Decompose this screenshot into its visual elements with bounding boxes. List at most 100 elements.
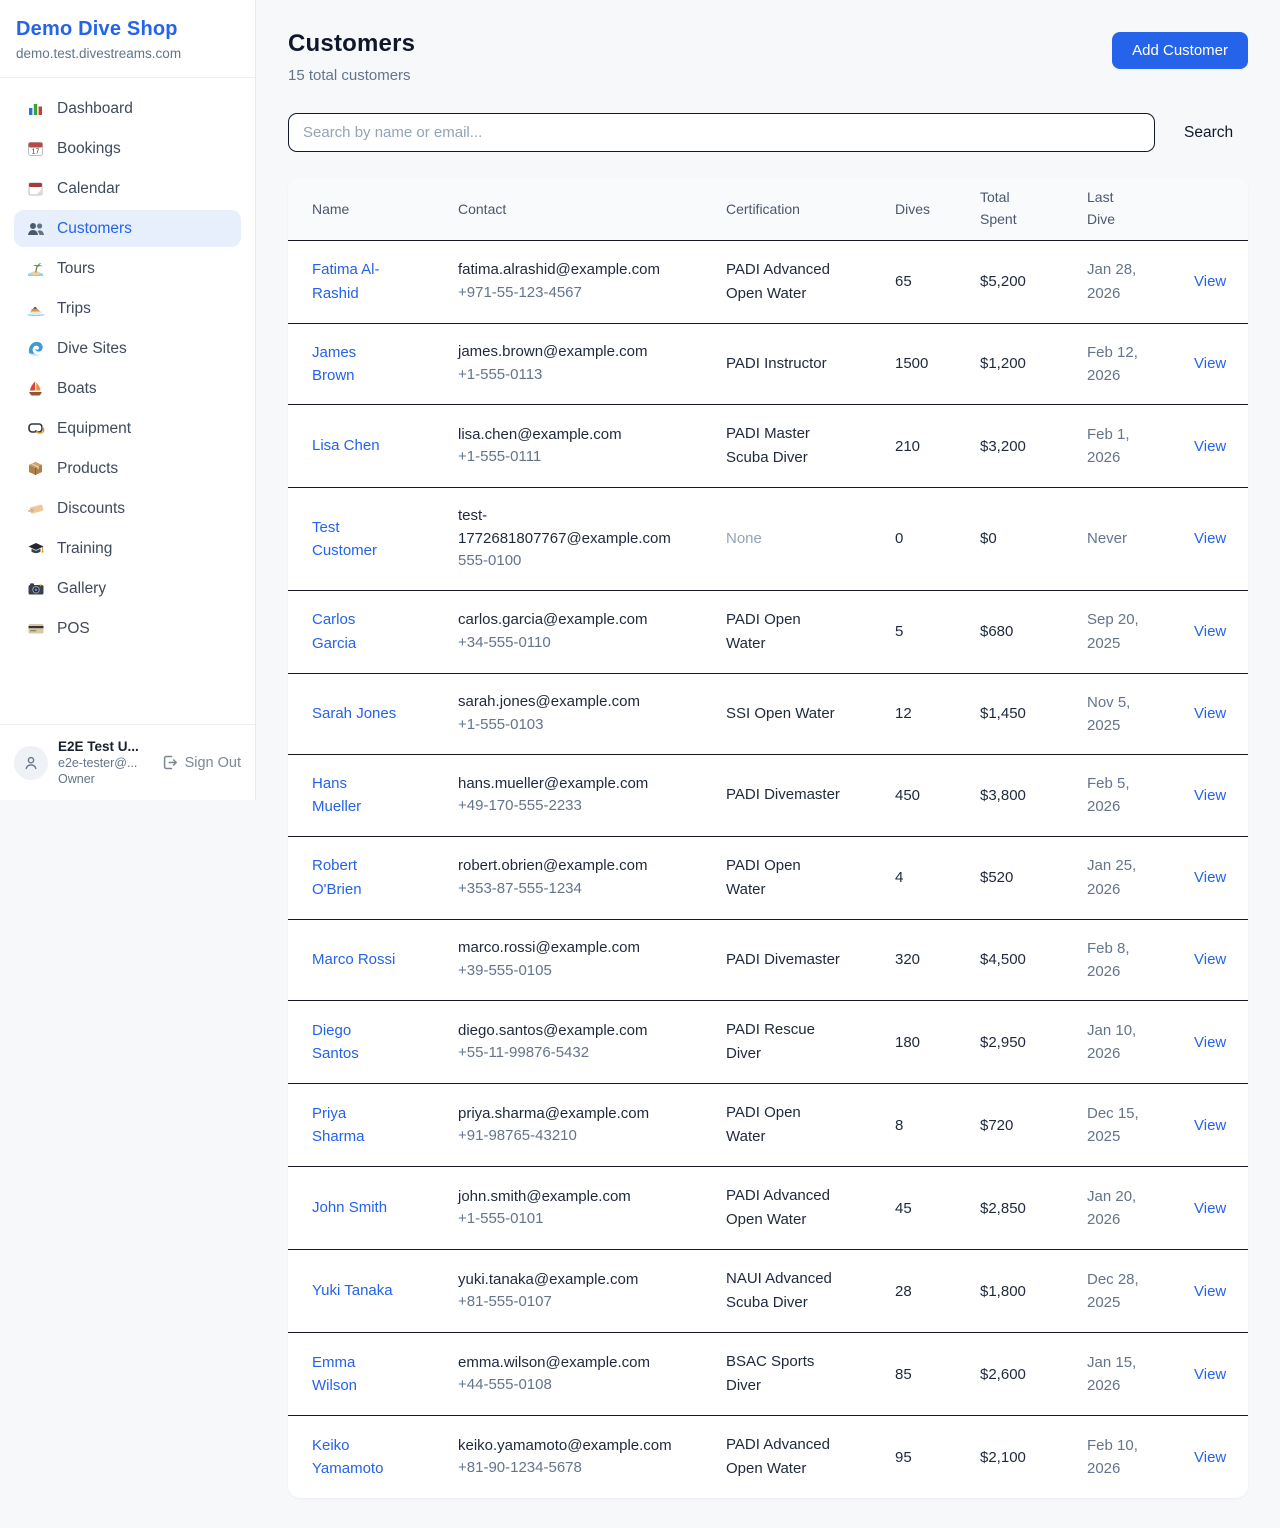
sidebar-item-label: Tours bbox=[57, 259, 95, 277]
customer-name-link[interactable]: Carlos Garcia bbox=[312, 611, 357, 652]
customer-last-dive: Sep 20, 2025 bbox=[1087, 611, 1139, 652]
page-header: Customers 15 total customers Add Custome… bbox=[288, 30, 1248, 84]
customer-contact: fatima.alrashid@example.com +971-55-123-4… bbox=[458, 259, 674, 304]
sidebar-item-gallery[interactable]: Gallery bbox=[14, 570, 241, 607]
user-name: E2E Test U... bbox=[58, 739, 139, 754]
view-link[interactable]: View bbox=[1194, 437, 1227, 455]
sidebar-item-label: Trips bbox=[57, 299, 91, 317]
table-row: Diego Santos diego.santos@example.com +55-… bbox=[288, 1001, 1248, 1084]
search-input[interactable] bbox=[288, 113, 1155, 152]
customer-last-dive: Nov 5, 2025 bbox=[1087, 693, 1131, 734]
view-link[interactable]: View bbox=[1194, 1282, 1227, 1300]
sidebar-item-equipment[interactable]: Equipment bbox=[14, 410, 241, 447]
column-header-total-spent: Total Spent bbox=[980, 178, 1087, 240]
customer-name-link[interactable]: Hans Mueller bbox=[312, 775, 362, 816]
table-row: Fatima Al-Rashid fatima.alrashid@example.… bbox=[288, 240, 1248, 323]
view-link[interactable]: View bbox=[1194, 1199, 1227, 1217]
table-row: Yuki Tanaka yuki.tanaka@example.com +81-55… bbox=[288, 1250, 1248, 1333]
customer-total-spent: $4,500 bbox=[980, 951, 1026, 969]
customer-contact: keiko.yamamoto@example.com +81-90-1234-56… bbox=[458, 1435, 674, 1480]
brand: Demo Dive Shop demo.test.divestreams.com bbox=[0, 0, 255, 78]
sidebar-item-label: Training bbox=[57, 539, 113, 557]
sidebar-item-discounts[interactable]: Discounts bbox=[14, 490, 241, 527]
customer-name-link[interactable]: Diego Santos bbox=[312, 1021, 359, 1062]
view-link[interactable]: View bbox=[1194, 530, 1227, 548]
sidebar-item-pos[interactable]: POS bbox=[14, 610, 241, 647]
view-link[interactable]: View bbox=[1194, 951, 1227, 969]
customer-total-spent: $2,600 bbox=[980, 1365, 1026, 1383]
sidebar-item-bookings[interactable]: 17 Bookings bbox=[14, 130, 241, 167]
customer-name-link[interactable]: Keiko Yamamoto bbox=[312, 1436, 384, 1477]
customer-certification: PADI Open Water bbox=[726, 610, 801, 652]
customer-name-link[interactable]: Priya Sharma bbox=[312, 1104, 365, 1145]
customer-phone: +49-170-555-2233 bbox=[458, 797, 582, 815]
view-link[interactable]: View bbox=[1194, 623, 1227, 640]
table-row: Carlos Garcia carlos.garcia@example.com +3… bbox=[288, 590, 1248, 673]
sidebar-item-calendar[interactable]: Calendar bbox=[14, 170, 241, 207]
customer-last-dive: Feb 12, 2026 bbox=[1087, 343, 1138, 384]
user-meta: E2E Test U... e2e-tester@... Owner bbox=[58, 739, 151, 786]
sidebar-item-label: Customers bbox=[57, 219, 132, 237]
person-icon bbox=[25, 756, 37, 769]
brand-name[interactable]: Demo Dive Shop bbox=[16, 18, 178, 40]
customer-certification: NAUI Advanced Scuba Diver bbox=[726, 1270, 832, 1311]
graduation-cap-icon bbox=[26, 539, 45, 558]
sign-out-label: Sign Out bbox=[184, 754, 241, 771]
sidebar-item-dashboard[interactable]: Dashboard bbox=[14, 90, 241, 127]
view-link[interactable]: View bbox=[1194, 869, 1227, 886]
customer-name-link[interactable]: Yuki Tanaka bbox=[312, 1282, 393, 1300]
sidebar-item-customers[interactable]: Customers bbox=[14, 210, 241, 247]
customer-phone: +1-555-0103 bbox=[458, 715, 544, 733]
main-content: Customers 15 total customers Add Custome… bbox=[256, 0, 1280, 1528]
table-row: John Smith john.smith@example.com +1-555-0… bbox=[288, 1167, 1248, 1250]
customer-name-link[interactable]: Marco Rossi bbox=[312, 951, 396, 969]
customer-contact: yuki.tanaka@example.com +81-555-0107 bbox=[458, 1269, 674, 1314]
customer-contact: lisa.chen@example.com +1-555-0111 bbox=[458, 424, 674, 469]
package-icon bbox=[26, 459, 45, 478]
customer-total-spent: $520 bbox=[980, 869, 1014, 886]
view-link[interactable]: View bbox=[1194, 355, 1227, 373]
sidebar: Demo Dive Shop demo.test.divestreams.com… bbox=[0, 0, 256, 800]
customer-certification: SSI Open Water bbox=[726, 704, 835, 722]
sidebar-item-boats[interactable]: Boats bbox=[14, 370, 241, 407]
customer-name-link[interactable]: Robert O'Brien bbox=[312, 857, 362, 898]
view-link[interactable]: View bbox=[1194, 1448, 1227, 1466]
customer-email: carlos.garcia@example.com bbox=[458, 611, 648, 628]
customer-name-link[interactable]: James Brown bbox=[312, 343, 357, 384]
customer-certification: PADI Open Water bbox=[726, 856, 801, 898]
customer-name-link[interactable]: Test Customer bbox=[312, 518, 378, 559]
customer-last-dive: Jan 28, 2026 bbox=[1087, 261, 1137, 302]
view-link[interactable]: View bbox=[1194, 786, 1227, 804]
view-link[interactable]: View bbox=[1194, 705, 1227, 723]
customer-name-link[interactable]: Sarah Jones bbox=[312, 705, 397, 723]
customer-certification: PADI Rescue Diver bbox=[726, 1021, 815, 1062]
customer-dives: 450 bbox=[895, 786, 921, 804]
customer-name-link[interactable]: Fatima Al-Rashid bbox=[312, 261, 380, 302]
customer-certification: PADI Master Scuba Diver bbox=[726, 425, 810, 466]
customer-phone: +1-555-0113 bbox=[458, 365, 543, 383]
customer-contact: sarah.jones@example.com +1-555-0103 bbox=[458, 691, 674, 736]
customer-email: marco.rossi@example.com bbox=[458, 939, 640, 957]
customer-phone: +81-555-0107 bbox=[458, 1293, 552, 1310]
customer-name-link[interactable]: Emma Wilson bbox=[312, 1353, 358, 1394]
customer-email: yuki.tanaka@example.com bbox=[458, 1270, 639, 1288]
view-link[interactable]: View bbox=[1194, 273, 1227, 290]
customer-name-link[interactable]: John Smith bbox=[312, 1199, 388, 1217]
sidebar-item-tours[interactable]: Tours bbox=[14, 250, 241, 287]
customer-total-spent: $3,200 bbox=[980, 437, 1026, 455]
bar-chart-icon bbox=[26, 99, 45, 118]
sidebar-item-training[interactable]: Training bbox=[14, 530, 241, 567]
table-row: Hans Mueller hans.mueller@example.com +49-… bbox=[288, 755, 1248, 836]
sidebar-item-products[interactable]: Products bbox=[14, 450, 241, 487]
view-link[interactable]: View bbox=[1194, 1116, 1227, 1134]
search-button[interactable]: Search bbox=[1182, 118, 1235, 148]
view-link[interactable]: View bbox=[1194, 1365, 1227, 1383]
tag-icon bbox=[26, 499, 45, 518]
view-link[interactable]: View bbox=[1194, 1033, 1227, 1051]
customer-dives: 320 bbox=[895, 951, 921, 969]
sidebar-item-dive-sites[interactable]: Dive Sites bbox=[14, 330, 241, 367]
add-customer-button[interactable]: Add Customer bbox=[1112, 32, 1248, 69]
customer-name-link[interactable]: Lisa Chen bbox=[312, 437, 380, 455]
sign-out-button[interactable]: Sign Out bbox=[161, 754, 241, 771]
sidebar-item-trips[interactable]: Trips bbox=[14, 290, 241, 327]
